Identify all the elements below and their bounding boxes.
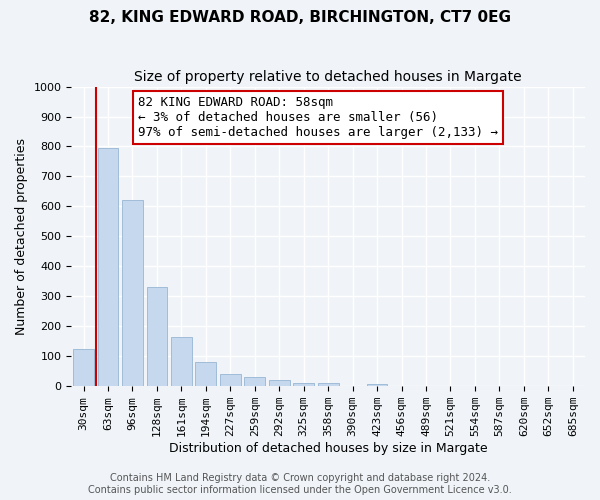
Bar [73, 349, 94, 386]
Bar [122, 200, 143, 386]
Bar [293, 382, 314, 386]
Y-axis label: Number of detached properties: Number of detached properties [15, 138, 28, 335]
Bar [171, 338, 192, 386]
Bar [318, 383, 338, 386]
Bar [98, 148, 118, 386]
Bar [269, 380, 290, 386]
Bar [367, 384, 388, 386]
Bar [146, 288, 167, 386]
X-axis label: Distribution of detached houses by size in Margate: Distribution of detached houses by size … [169, 442, 487, 455]
Bar [220, 374, 241, 386]
Title: Size of property relative to detached houses in Margate: Size of property relative to detached ho… [134, 70, 522, 84]
Bar [244, 377, 265, 386]
Text: 82, KING EDWARD ROAD, BIRCHINGTON, CT7 0EG: 82, KING EDWARD ROAD, BIRCHINGTON, CT7 0… [89, 10, 511, 25]
Bar [196, 362, 216, 386]
Text: 82 KING EDWARD ROAD: 58sqm
← 3% of detached houses are smaller (56)
97% of semi-: 82 KING EDWARD ROAD: 58sqm ← 3% of detac… [138, 96, 498, 138]
Text: Contains HM Land Registry data © Crown copyright and database right 2024.
Contai: Contains HM Land Registry data © Crown c… [88, 474, 512, 495]
